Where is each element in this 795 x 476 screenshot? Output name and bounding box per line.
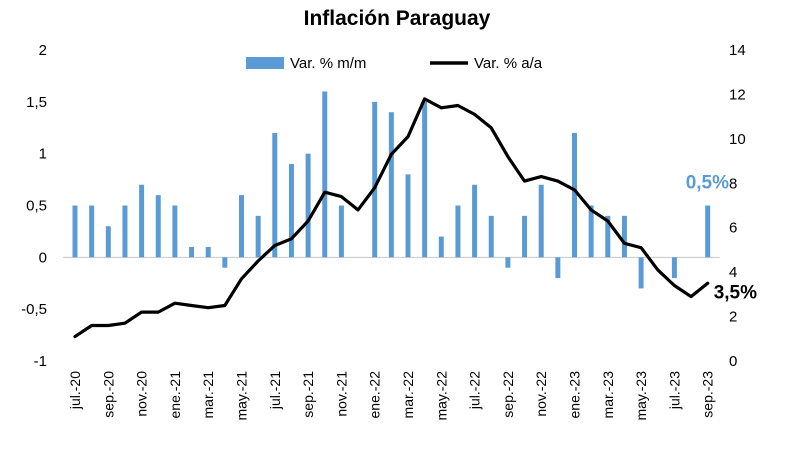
legend-swatch-bars xyxy=(246,57,284,69)
x-tick-label: sep.-23 xyxy=(700,371,716,418)
x-tick-label: mar.-21 xyxy=(200,371,216,419)
x-tick-label: ene.-23 xyxy=(567,371,583,419)
legend-label-bars: Var. % m/m xyxy=(290,55,366,72)
bar-mark xyxy=(572,132,577,258)
y-left-tick-label: 0 xyxy=(39,249,47,266)
bar-mark xyxy=(705,205,711,258)
bar-mark xyxy=(189,246,195,258)
bar-mark xyxy=(272,132,278,258)
line-series xyxy=(73,97,710,339)
x-axis: jul.-20 sep.-20 nov.-20 ene.-21 mar.-21 may.-… xyxy=(67,371,716,421)
y-left-tick-label: -0,5 xyxy=(21,301,47,318)
y-left-tick-label: 0,5 xyxy=(26,198,47,215)
y-left-tick-label: 1,5 xyxy=(26,94,47,111)
bar-mark xyxy=(172,205,178,258)
x-tick-label: jul.-20 xyxy=(67,371,83,410)
y-axis-right: 0 2 4 6 8 10 12 14 xyxy=(729,42,746,370)
bar-mark xyxy=(555,257,561,279)
bar-mark xyxy=(122,205,128,258)
bar-mark xyxy=(72,205,78,258)
y-right-tick-label: 4 xyxy=(729,264,737,281)
x-tick-label: nov.-22 xyxy=(533,371,549,417)
bar-series xyxy=(72,91,711,289)
legend-label-line: Var. % a/a xyxy=(474,55,543,72)
x-tick-label: sep.-21 xyxy=(300,371,316,418)
y-right-tick-label: 12 xyxy=(729,86,746,103)
x-tick-label: nov.-20 xyxy=(134,371,150,417)
y-left-tick-label: -1 xyxy=(34,353,47,370)
x-tick-label: sep.-20 xyxy=(100,371,116,418)
x-tick-label: jul.-22 xyxy=(467,371,483,410)
bar-mark xyxy=(372,101,378,258)
bar-mark xyxy=(305,153,311,258)
bar-mark xyxy=(505,257,511,268)
x-tick-label: may.-22 xyxy=(433,371,449,421)
bar-mark xyxy=(205,246,211,258)
y-left-tick-label: 1 xyxy=(39,146,47,163)
bar-mark xyxy=(239,195,244,258)
bar-mark xyxy=(222,257,228,268)
bar-mark xyxy=(638,257,644,289)
bar-mark xyxy=(438,236,444,258)
y-right-tick-label: 8 xyxy=(729,175,737,192)
bar-mark xyxy=(255,215,261,258)
bar-mark xyxy=(139,184,145,258)
y-left-tick-label: 2 xyxy=(39,42,47,59)
bar-mark xyxy=(405,174,411,258)
bar-mark xyxy=(588,205,594,258)
bar-mark xyxy=(338,205,344,258)
x-tick-label: jul.-21 xyxy=(267,371,283,410)
annotation-label: 3,5% xyxy=(714,282,757,303)
bar-mark xyxy=(671,257,677,279)
bar-mark xyxy=(488,215,494,258)
bar-mark xyxy=(605,215,611,258)
y-right-tick-label: 0 xyxy=(729,353,737,370)
y-right-tick-label: 10 xyxy=(729,131,746,148)
bar-mark xyxy=(388,112,394,258)
bar-mark xyxy=(422,101,428,258)
x-tick-label: may.-21 xyxy=(234,371,250,421)
x-tick-label: mar.-22 xyxy=(400,371,416,419)
x-tick-label: mar.-23 xyxy=(600,371,616,419)
x-tick-label: nov.-21 xyxy=(333,371,349,417)
bar-mark xyxy=(322,91,328,258)
bar-mark xyxy=(288,164,294,258)
bar-mark xyxy=(522,215,528,258)
bar-mark xyxy=(621,215,627,258)
x-tick-label: sep.-22 xyxy=(500,371,516,418)
x-tick-label: ene.-22 xyxy=(367,371,383,419)
bar-mark xyxy=(455,205,461,258)
annotations: 0,5% 3,5% xyxy=(686,173,757,304)
bar-mark xyxy=(89,205,95,258)
y-right-tick-label: 2 xyxy=(729,309,737,326)
x-tick-label: may.-23 xyxy=(633,371,649,421)
chart-legend: Var. % m/m Var. % a/a xyxy=(246,55,543,72)
bar-mark xyxy=(472,184,478,258)
x-tick-label: ene.-21 xyxy=(167,371,183,419)
annotation-label: 0,5% xyxy=(686,173,729,194)
y-axis-left: -1 -0,5 0 0,5 1 1,5 2 xyxy=(21,42,47,370)
bar-mark xyxy=(538,184,544,258)
bar-mark xyxy=(105,226,111,258)
y-right-tick-label: 6 xyxy=(729,220,737,237)
bar-mark xyxy=(155,195,161,258)
x-tick-label: jul.-23 xyxy=(666,371,682,410)
y-right-tick-label: 14 xyxy=(729,42,746,59)
chart-title: Inflación Paraguay xyxy=(304,7,491,30)
